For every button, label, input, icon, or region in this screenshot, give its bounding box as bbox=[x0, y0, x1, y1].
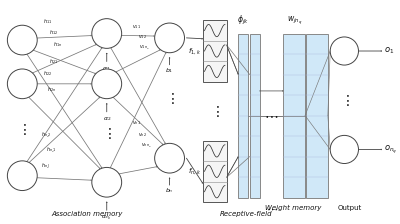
Text: $\vdots$: $\vdots$ bbox=[165, 90, 174, 106]
Text: $A_1$: $A_1$ bbox=[102, 27, 112, 40]
Text: $b_n$: $b_n$ bbox=[165, 186, 174, 195]
Text: $\cdots$: $\cdots$ bbox=[264, 109, 279, 123]
Ellipse shape bbox=[330, 135, 358, 164]
Text: $v_{11}$: $v_{11}$ bbox=[132, 23, 141, 31]
Text: $\phi_{jk}$: $\phi_{jk}$ bbox=[237, 14, 249, 27]
Text: $f_{1,k}$: $f_{1,k}$ bbox=[188, 46, 201, 56]
Text: $h_{22}$: $h_{22}$ bbox=[43, 69, 52, 78]
Text: $f_{n,k}$: $f_{n,k}$ bbox=[188, 166, 201, 176]
Text: $\vdots$: $\vdots$ bbox=[210, 104, 220, 119]
Text: $v_{n1}$: $v_{n1}$ bbox=[132, 119, 141, 127]
Ellipse shape bbox=[7, 69, 37, 99]
Text: Receptive-field: Receptive-field bbox=[220, 211, 272, 217]
Ellipse shape bbox=[7, 161, 37, 191]
FancyBboxPatch shape bbox=[203, 20, 226, 82]
Text: $\Sigma$: $\Sigma$ bbox=[340, 45, 348, 57]
Text: $h_{12}$: $h_{12}$ bbox=[49, 28, 58, 37]
Text: $o_1$: $o_1$ bbox=[384, 46, 394, 56]
Text: $\vdots$: $\vdots$ bbox=[102, 125, 112, 140]
FancyBboxPatch shape bbox=[203, 141, 226, 202]
Text: $h_{11}$: $h_{11}$ bbox=[43, 17, 52, 26]
Text: $\Sigma$: $\Sigma$ bbox=[340, 143, 348, 155]
FancyBboxPatch shape bbox=[250, 34, 260, 198]
Ellipse shape bbox=[92, 69, 122, 99]
Text: $h_{1n}$: $h_{1n}$ bbox=[53, 40, 62, 49]
Text: $\vdots$: $\vdots$ bbox=[18, 122, 27, 137]
Text: $w_{jn_q}$: $w_{jn_q}$ bbox=[287, 14, 302, 27]
Text: $v_{nn_o}$: $v_{nn_o}$ bbox=[141, 142, 151, 151]
Text: $h_{n_o1}$: $h_{n_o1}$ bbox=[46, 146, 57, 155]
Text: $v_{1n_o}$: $v_{1n_o}$ bbox=[139, 43, 149, 52]
Text: $h_{n_o2}$: $h_{n_o2}$ bbox=[40, 130, 51, 140]
Ellipse shape bbox=[7, 25, 37, 55]
Ellipse shape bbox=[92, 167, 122, 197]
Ellipse shape bbox=[155, 143, 184, 173]
Text: $v_{n2}$: $v_{n2}$ bbox=[138, 131, 146, 139]
Text: $\alpha_2$: $\alpha_2$ bbox=[102, 115, 111, 123]
Text: $h_{n_ol}$: $h_{n_ol}$ bbox=[41, 161, 51, 171]
Text: $\alpha_{n_o}$: $\alpha_{n_o}$ bbox=[102, 213, 112, 222]
Text: $o_{n_q}$: $o_{n_q}$ bbox=[384, 143, 397, 156]
Text: $A_{n_o}$: $A_{n_o}$ bbox=[100, 175, 113, 189]
Ellipse shape bbox=[330, 37, 358, 65]
Text: $I_1$: $I_1$ bbox=[18, 34, 26, 46]
Ellipse shape bbox=[155, 23, 184, 53]
Text: $\cdots$: $\cdots$ bbox=[266, 204, 278, 213]
Text: $\vdots$: $\vdots$ bbox=[340, 93, 349, 108]
Text: $\alpha_1$: $\alpha_1$ bbox=[102, 65, 111, 73]
Text: $B_1$: $B_1$ bbox=[164, 32, 175, 44]
FancyBboxPatch shape bbox=[238, 34, 248, 198]
Text: $v_{12}$: $v_{12}$ bbox=[138, 33, 146, 41]
FancyBboxPatch shape bbox=[306, 34, 328, 198]
Text: $h_{2n}$: $h_{2n}$ bbox=[47, 85, 56, 94]
Text: Association memory: Association memory bbox=[52, 211, 123, 217]
FancyBboxPatch shape bbox=[284, 34, 305, 198]
Text: Output: Output bbox=[338, 205, 362, 211]
Text: $h_{21}$: $h_{21}$ bbox=[49, 58, 58, 66]
Text: $I_n$: $I_n$ bbox=[18, 169, 26, 182]
Ellipse shape bbox=[92, 19, 122, 48]
Text: $B_n$: $B_n$ bbox=[164, 152, 175, 164]
Text: Weight memory: Weight memory bbox=[265, 205, 322, 211]
Text: $b_1$: $b_1$ bbox=[166, 66, 174, 75]
Text: $I_2$: $I_2$ bbox=[18, 78, 26, 90]
Text: $A_2$: $A_2$ bbox=[102, 78, 112, 90]
